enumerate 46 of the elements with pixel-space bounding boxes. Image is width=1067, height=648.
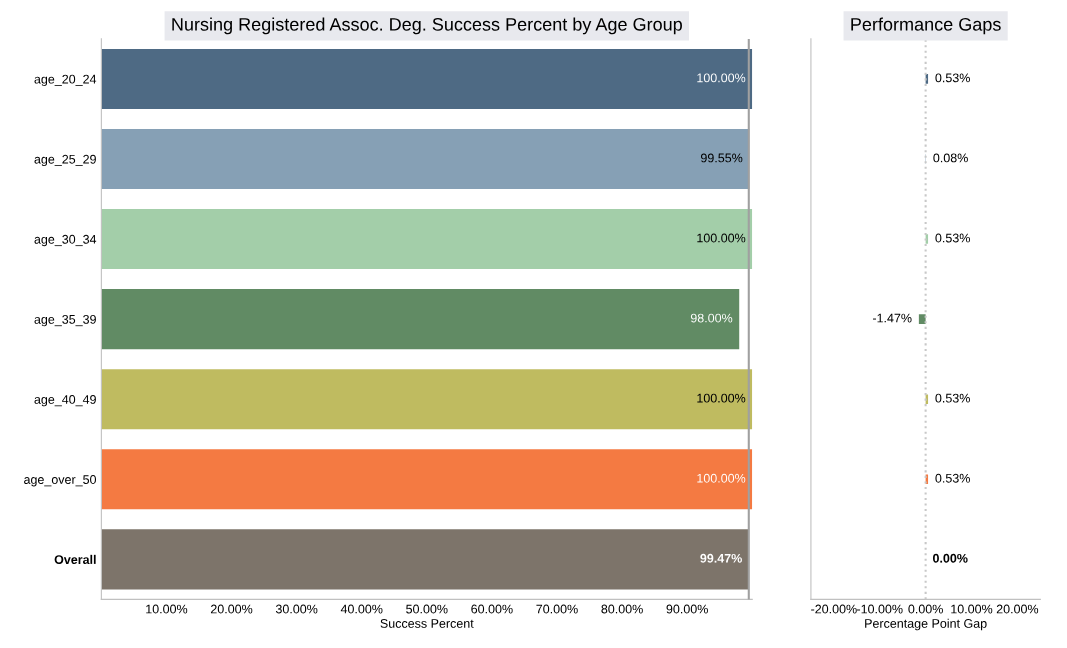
data-label: 0.00%: [933, 553, 968, 563]
x-tick-label: 20.00%: [210, 604, 253, 614]
y-tick-label: age_25_29: [34, 154, 96, 167]
bar: [101, 529, 749, 590]
bar: [101, 128, 750, 190]
y-tick-label: age_20_24: [34, 74, 97, 87]
x-tick-label: 50.00%: [406, 604, 448, 614]
chart-title: Nursing Registered Assoc. Deg. Success Percent by Age Group: [172, 17, 682, 35]
bar: [101, 369, 753, 430]
data-label: 100.00%: [697, 233, 746, 243]
x-tick-label: 0.00%: [908, 604, 943, 614]
chart-title: Performance Gaps: [851, 17, 1001, 35]
data-label: 100.00%: [697, 473, 746, 483]
bar: [101, 48, 753, 109]
x-tick-label: 80.00%: [601, 604, 643, 614]
x-tick-label: 30.00%: [275, 604, 318, 614]
data-label: 0.08%: [933, 153, 968, 163]
bar: [101, 289, 740, 350]
x-tick-label: 10.00%: [146, 604, 188, 614]
x-axis-title: Percentage Point Gap: [865, 618, 987, 631]
data-label: 0.53%: [935, 73, 970, 83]
data-label: 0.53%: [935, 473, 970, 483]
x-tick-label: 40.00%: [340, 604, 383, 614]
x-axis-title: Success Percent: [380, 619, 474, 628]
y-tick-label: age_over_50: [24, 475, 97, 487]
data-label: 0.53%: [935, 393, 970, 403]
y-tick-label: age_35_39: [34, 314, 96, 327]
x-tick-label: -20.00%: [811, 604, 857, 614]
data-label: -1.47%: [872, 313, 912, 323]
x-tick-label: 60.00%: [471, 604, 513, 614]
x-tick-label: -10.00%: [857, 604, 903, 614]
x-tick-label: 10.00%: [951, 604, 993, 614]
data-label: 98.00%: [690, 313, 733, 323]
data-label: 99.47%: [700, 553, 742, 563]
y-tick-label: age_40_49: [34, 395, 96, 407]
data-label: 100.00%: [697, 73, 746, 83]
data-label: 99.55%: [700, 153, 743, 163]
data-label: 0.53%: [935, 233, 970, 243]
bar: [101, 209, 753, 270]
y-tick-label: Overall: [54, 554, 96, 565]
data-label: 100.00%: [697, 393, 746, 403]
x-tick-label: 70.00%: [536, 604, 578, 614]
bar: [101, 449, 753, 510]
y-tick-label: age_30_34: [34, 234, 97, 247]
x-tick-label: 90.00%: [666, 604, 708, 614]
x-tick-label: 20.00%: [996, 604, 1039, 614]
